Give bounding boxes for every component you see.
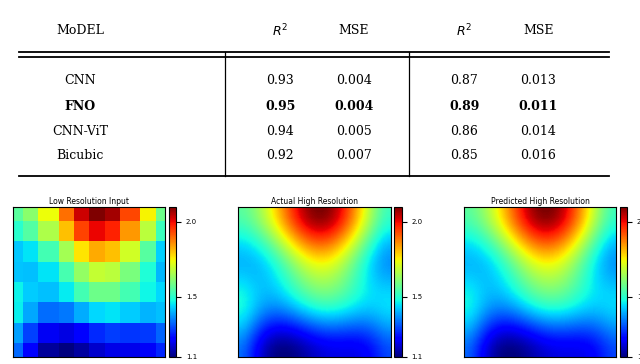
Text: 0.93: 0.93 bbox=[266, 74, 294, 87]
Text: MSE: MSE bbox=[523, 24, 554, 37]
Text: $R^2$: $R^2$ bbox=[456, 22, 472, 39]
Text: MSE: MSE bbox=[339, 24, 369, 37]
Text: MᴏDEL: MᴏDEL bbox=[56, 24, 104, 37]
Text: 0.86: 0.86 bbox=[451, 124, 478, 138]
Text: CNN-ViT: CNN-ViT bbox=[52, 124, 108, 138]
Text: FNO: FNO bbox=[65, 100, 96, 113]
Text: 0.014: 0.014 bbox=[520, 124, 556, 138]
Text: 0.87: 0.87 bbox=[451, 74, 478, 87]
Text: 0.89: 0.89 bbox=[449, 100, 479, 113]
Text: 0.85: 0.85 bbox=[451, 149, 478, 162]
Title: Actual High Resolution: Actual High Resolution bbox=[271, 197, 358, 206]
Text: 0.011: 0.011 bbox=[518, 100, 558, 113]
Text: 0.013: 0.013 bbox=[520, 74, 556, 87]
Text: 0.94: 0.94 bbox=[266, 124, 294, 138]
Text: 0.004: 0.004 bbox=[334, 100, 374, 113]
Text: 0.92: 0.92 bbox=[266, 149, 294, 162]
Text: 0.007: 0.007 bbox=[336, 149, 372, 162]
Title: Predicted High Resolution: Predicted High Resolution bbox=[491, 197, 589, 206]
Text: 0.004: 0.004 bbox=[336, 74, 372, 87]
Text: $R^2$: $R^2$ bbox=[272, 22, 288, 39]
Text: Bicubic: Bicubic bbox=[57, 149, 104, 162]
Text: 0.95: 0.95 bbox=[265, 100, 295, 113]
Text: 0.016: 0.016 bbox=[520, 149, 556, 162]
Title: Low Resolution Input: Low Resolution Input bbox=[49, 197, 129, 206]
Text: 0.005: 0.005 bbox=[336, 124, 372, 138]
Text: CNN: CNN bbox=[65, 74, 96, 87]
